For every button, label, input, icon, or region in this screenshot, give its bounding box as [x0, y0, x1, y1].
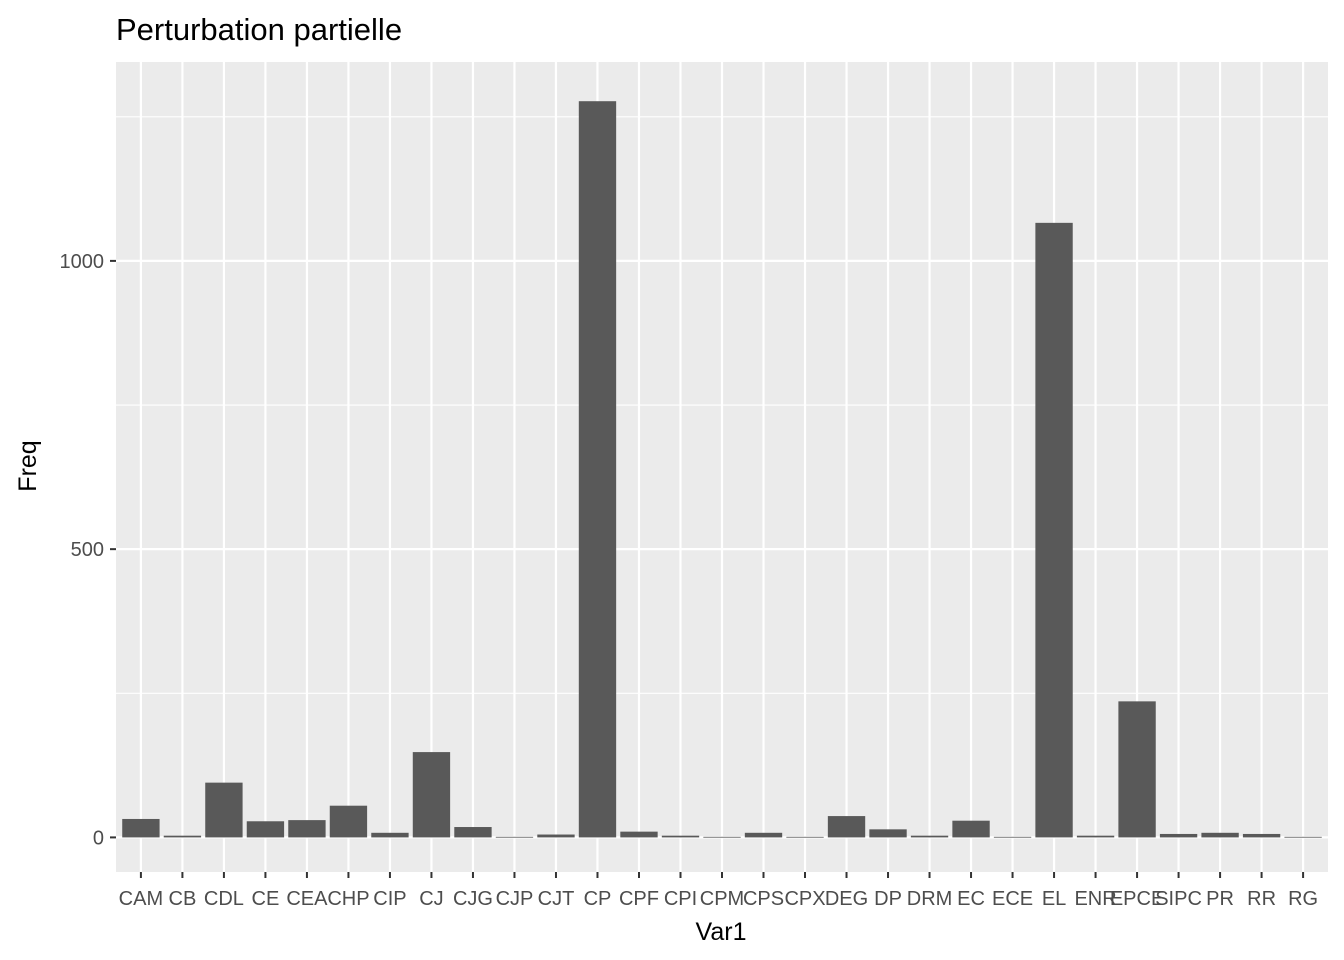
bar-cp — [578, 101, 617, 838]
bar-cpi — [661, 835, 700, 838]
bar-deg — [827, 816, 866, 838]
bar-rr — [1242, 833, 1281, 838]
y-axis-title: Freq — [14, 440, 42, 491]
x-tick-label-enr: ENR — [1074, 888, 1116, 910]
bar-ce — [246, 821, 285, 838]
bar-cpm — [703, 836, 741, 838]
x-tick-label-el: EL — [1042, 888, 1066, 910]
x-tick-label-sipc: SIPC — [1155, 888, 1202, 910]
x-tick-label-cpx: CPX — [784, 888, 825, 910]
x-tick-label-chp: CHP — [327, 888, 369, 910]
x-tick-label-deg: DEG — [825, 888, 868, 910]
x-tick-label-cjt: CJT — [538, 888, 575, 910]
major-gridlines — [116, 62, 1328, 872]
bar-ece — [993, 836, 1032, 838]
x-tick-label-cpf: CPF — [619, 888, 659, 910]
bar-cam — [122, 818, 160, 838]
bar-dp — [869, 829, 907, 838]
bar-cjg — [454, 827, 492, 838]
bar-ec — [952, 820, 990, 838]
bar-cj — [412, 752, 451, 838]
bar-cb — [163, 835, 202, 838]
x-tick-label-ec: EC — [957, 888, 985, 910]
chart-title: Perturbation partielle — [116, 12, 402, 47]
bar-epce — [1118, 701, 1156, 838]
y-tick-label: 500 — [71, 539, 104, 561]
x-tick-label-cam: CAM — [119, 888, 163, 910]
bar-cea — [288, 820, 326, 838]
x-tick-label-cjp: CJP — [496, 888, 534, 910]
x-tick-label-dp: DP — [874, 888, 902, 910]
bar-cip — [371, 832, 409, 838]
x-tick-label-cj: CJ — [419, 888, 443, 910]
x-tick-label-epce: EPCE — [1110, 888, 1164, 910]
x-tick-label-cb: CB — [169, 888, 197, 910]
x-tick-label-cjg: CJG — [453, 888, 493, 910]
bar-enr — [1076, 835, 1115, 838]
x-tick-label-drm: DRM — [907, 888, 953, 910]
bars — [122, 101, 1322, 838]
bar-cpx — [786, 836, 824, 838]
y-axis: 0 500 1000 — [60, 251, 116, 849]
x-tick-label-cea: CEA — [286, 888, 328, 910]
x-tick-label-cdl: CDL — [204, 888, 244, 910]
bar-cdl — [205, 782, 243, 838]
y-tick-label: 0 — [93, 827, 104, 849]
bar-cjt — [537, 834, 575, 838]
y-tick-label: 1000 — [60, 251, 105, 273]
x-tick-label-pr: PR — [1206, 888, 1234, 910]
bar-el — [1035, 222, 1073, 838]
bar-cps — [744, 832, 783, 838]
x-tick-label-rr: RR — [1247, 888, 1276, 910]
x-tick-label-rg: RG — [1288, 888, 1318, 910]
bar-chp — [329, 805, 368, 838]
x-tick-label-ce: CE — [252, 888, 280, 910]
x-tick-label-ece: ECE — [992, 888, 1033, 910]
x-tick-label-cip: CIP — [373, 888, 406, 910]
x-axis-title: Var1 — [696, 918, 747, 946]
x-tick-label-cp: CP — [584, 888, 612, 910]
bar-rg — [1284, 836, 1322, 838]
x-tick-label-cpm: CPM — [700, 888, 744, 910]
bar-drm — [910, 835, 949, 838]
x-tick-label-cps: CPS — [743, 888, 784, 910]
bar-sipc — [1159, 833, 1198, 838]
bar-pr — [1201, 832, 1239, 838]
bar-cpf — [620, 831, 658, 838]
x-tick-label-cpi: CPI — [664, 888, 697, 910]
x-axis: CAM CB CDL CE CEA CHP CIP CJ CJG CJP CJT CP CPF CPI CP… — [119, 872, 1318, 910]
bar-cjp — [495, 836, 534, 838]
